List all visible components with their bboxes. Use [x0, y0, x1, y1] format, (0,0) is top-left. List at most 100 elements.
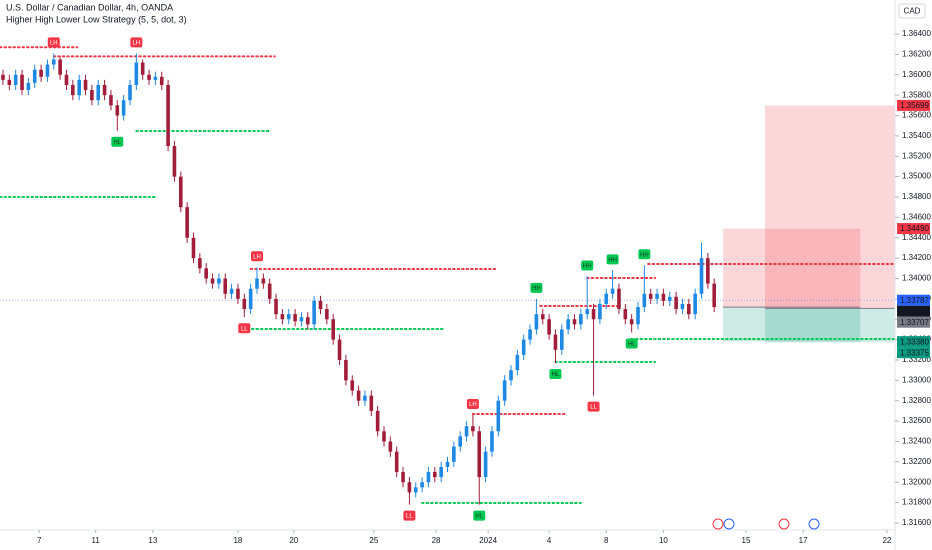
candle-body — [90, 90, 94, 101]
candle-body — [7, 79, 12, 85]
y-tick-label: 1.36000 — [902, 70, 931, 79]
candle-body — [521, 339, 526, 355]
price-tag — [897, 99, 930, 111]
candle-body — [667, 296, 672, 301]
pivot-label: HL — [113, 140, 121, 146]
x-tick-label: 22 — [882, 536, 891, 545]
pivot-label: LH — [50, 40, 58, 46]
candle-body — [648, 293, 653, 299]
candle-body — [375, 410, 380, 432]
pivot-badge — [587, 401, 600, 412]
candle-body — [312, 300, 316, 325]
target-zone — [765, 308, 895, 343]
candle-body — [166, 84, 170, 147]
candle-body — [64, 74, 69, 85]
event-icons — [712, 518, 820, 530]
candle-body — [356, 390, 361, 401]
candle-body — [204, 268, 208, 279]
pivot-label: HH — [608, 257, 617, 263]
y-tick-label: 1.32600 — [902, 416, 931, 425]
y-tick-label: 1.32800 — [902, 396, 931, 405]
y-tick-label: 1.36400 — [902, 29, 931, 38]
candle-body — [369, 395, 374, 411]
y-tick-label: 1.35600 — [902, 111, 931, 120]
candle-body — [153, 76, 158, 80]
x-tick-label: 17 — [799, 536, 808, 545]
price-tag-label: 1.33380 — [900, 337, 929, 346]
x-tick-label: 10 — [659, 536, 668, 545]
candle-body — [45, 64, 50, 77]
pivot-label: HH — [640, 252, 649, 258]
candle-body — [58, 59, 62, 75]
candle-body — [388, 441, 393, 452]
candle-body — [490, 431, 494, 452]
x-tick-label: 4 — [547, 536, 552, 545]
candle-body — [13, 74, 18, 85]
candle-body — [706, 258, 710, 284]
pivot-label: LH — [253, 254, 261, 260]
y-tick-label: 1.34800 — [902, 192, 931, 201]
pivot-label: HL — [628, 342, 636, 348]
candle-body — [115, 105, 120, 116]
candle-body — [464, 426, 469, 437]
candle-body — [344, 359, 348, 381]
candle-body — [32, 69, 37, 83]
candle-body — [560, 329, 564, 350]
candle-body — [248, 288, 253, 310]
indicator-name: Higher High Lower Low Strategy (5, 5, do… — [6, 14, 187, 24]
candle-body — [547, 319, 551, 335]
price-tag-label: 1.34490 — [900, 224, 929, 233]
pivot-label: LH — [133, 40, 141, 46]
candle-body — [591, 309, 596, 320]
candle-body — [147, 74, 151, 80]
candle-body — [109, 95, 113, 106]
candle-body — [134, 62, 139, 85]
candle-body — [286, 314, 291, 320]
pivot-label: LL — [590, 405, 597, 411]
candle-body — [382, 431, 386, 442]
candle-body — [299, 317, 304, 322]
event-icon[interactable] — [778, 518, 790, 530]
candle-body — [236, 288, 240, 299]
candle-body — [77, 79, 81, 96]
price-tag-label: 1.33707 — [900, 318, 929, 327]
candle-body — [502, 380, 507, 401]
event-icon[interactable] — [723, 518, 735, 530]
candle-body — [598, 303, 602, 320]
x-tick-label: 8 — [604, 536, 609, 545]
pivot-badge — [238, 323, 251, 334]
y-tick-label: 1.35200 — [902, 151, 931, 160]
candle-body — [471, 426, 475, 432]
x-tick-label: 11 — [92, 536, 101, 545]
candle-body — [413, 487, 418, 493]
candle-body — [102, 84, 107, 96]
candle-body — [217, 278, 221, 284]
x-tick-label: 7 — [37, 536, 42, 545]
candle-body — [191, 237, 196, 259]
candle-body — [140, 62, 145, 75]
candle-body — [458, 436, 463, 447]
candle-body — [432, 472, 437, 478]
candle-body — [623, 309, 628, 320]
candle-body — [540, 314, 545, 320]
y-tick-label: 1.32200 — [902, 457, 931, 466]
y-tick-label: 1.33000 — [902, 375, 931, 384]
price-tag-label: 1.33787 — [900, 296, 929, 305]
currency-box[interactable] — [898, 3, 926, 19]
candle-body — [401, 472, 405, 483]
candle-body — [363, 395, 367, 401]
event-icon[interactable] — [712, 518, 724, 530]
price-tag-label: 1.33719 — [900, 307, 929, 316]
candle-body — [629, 319, 634, 325]
candle-body — [274, 298, 278, 315]
pivot-badge — [473, 510, 486, 521]
event-icon[interactable] — [808, 518, 820, 530]
candle-body — [293, 314, 297, 322]
pivot-label: HH — [532, 286, 541, 292]
price-tag — [897, 294, 930, 306]
candle-body — [617, 288, 621, 310]
candle-body — [83, 79, 88, 91]
candle-body — [553, 334, 558, 350]
candle-body — [477, 431, 482, 478]
